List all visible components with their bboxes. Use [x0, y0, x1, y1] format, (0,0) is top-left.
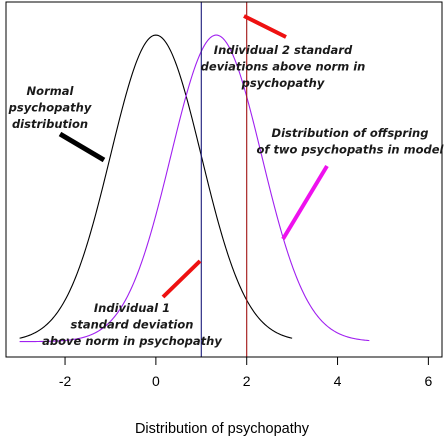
annotation-text: Normal psychopathy distribution [8, 84, 92, 131]
x-tick-label: 4 [334, 373, 342, 389]
annotations-layer: Normal psychopathy distribution Individual … [8, 14, 445, 348]
annotation-pointer [58, 131, 106, 163]
x-tick-label: 0 [152, 373, 160, 389]
annotation-pointer [281, 164, 329, 241]
x-axis-title: Distribution of psychopathy [135, 421, 310, 437]
annotation-2: Individual 2 standard deviations above no… [201, 14, 366, 90]
x-axis: -2 0 2 4 6 Distribution of psychopathy [59, 356, 432, 437]
annotation-text: Distribution of offspring of two psychopa… [257, 126, 445, 157]
annotation-text: Individual 2 standard deviations above no… [201, 43, 366, 90]
x-tick-label: 2 [243, 373, 251, 389]
annotation-pointer [161, 259, 202, 299]
annotation-text: Individual 1 standard deviation above norm… [42, 301, 222, 348]
density-curve-2 [19, 34, 370, 343]
x-tick-label: -2 [59, 373, 72, 389]
reference-lines-layer [200, 2, 248, 357]
annotation-3: Distribution of offspring of two psychopa… [257, 126, 445, 241]
annotation-4: Individual 1 standard deviation above norm… [42, 259, 222, 348]
x-tick-label: 6 [424, 373, 432, 389]
annotation-pointer [243, 14, 287, 39]
annotation-1: Normal psychopathy distribution [8, 84, 106, 163]
